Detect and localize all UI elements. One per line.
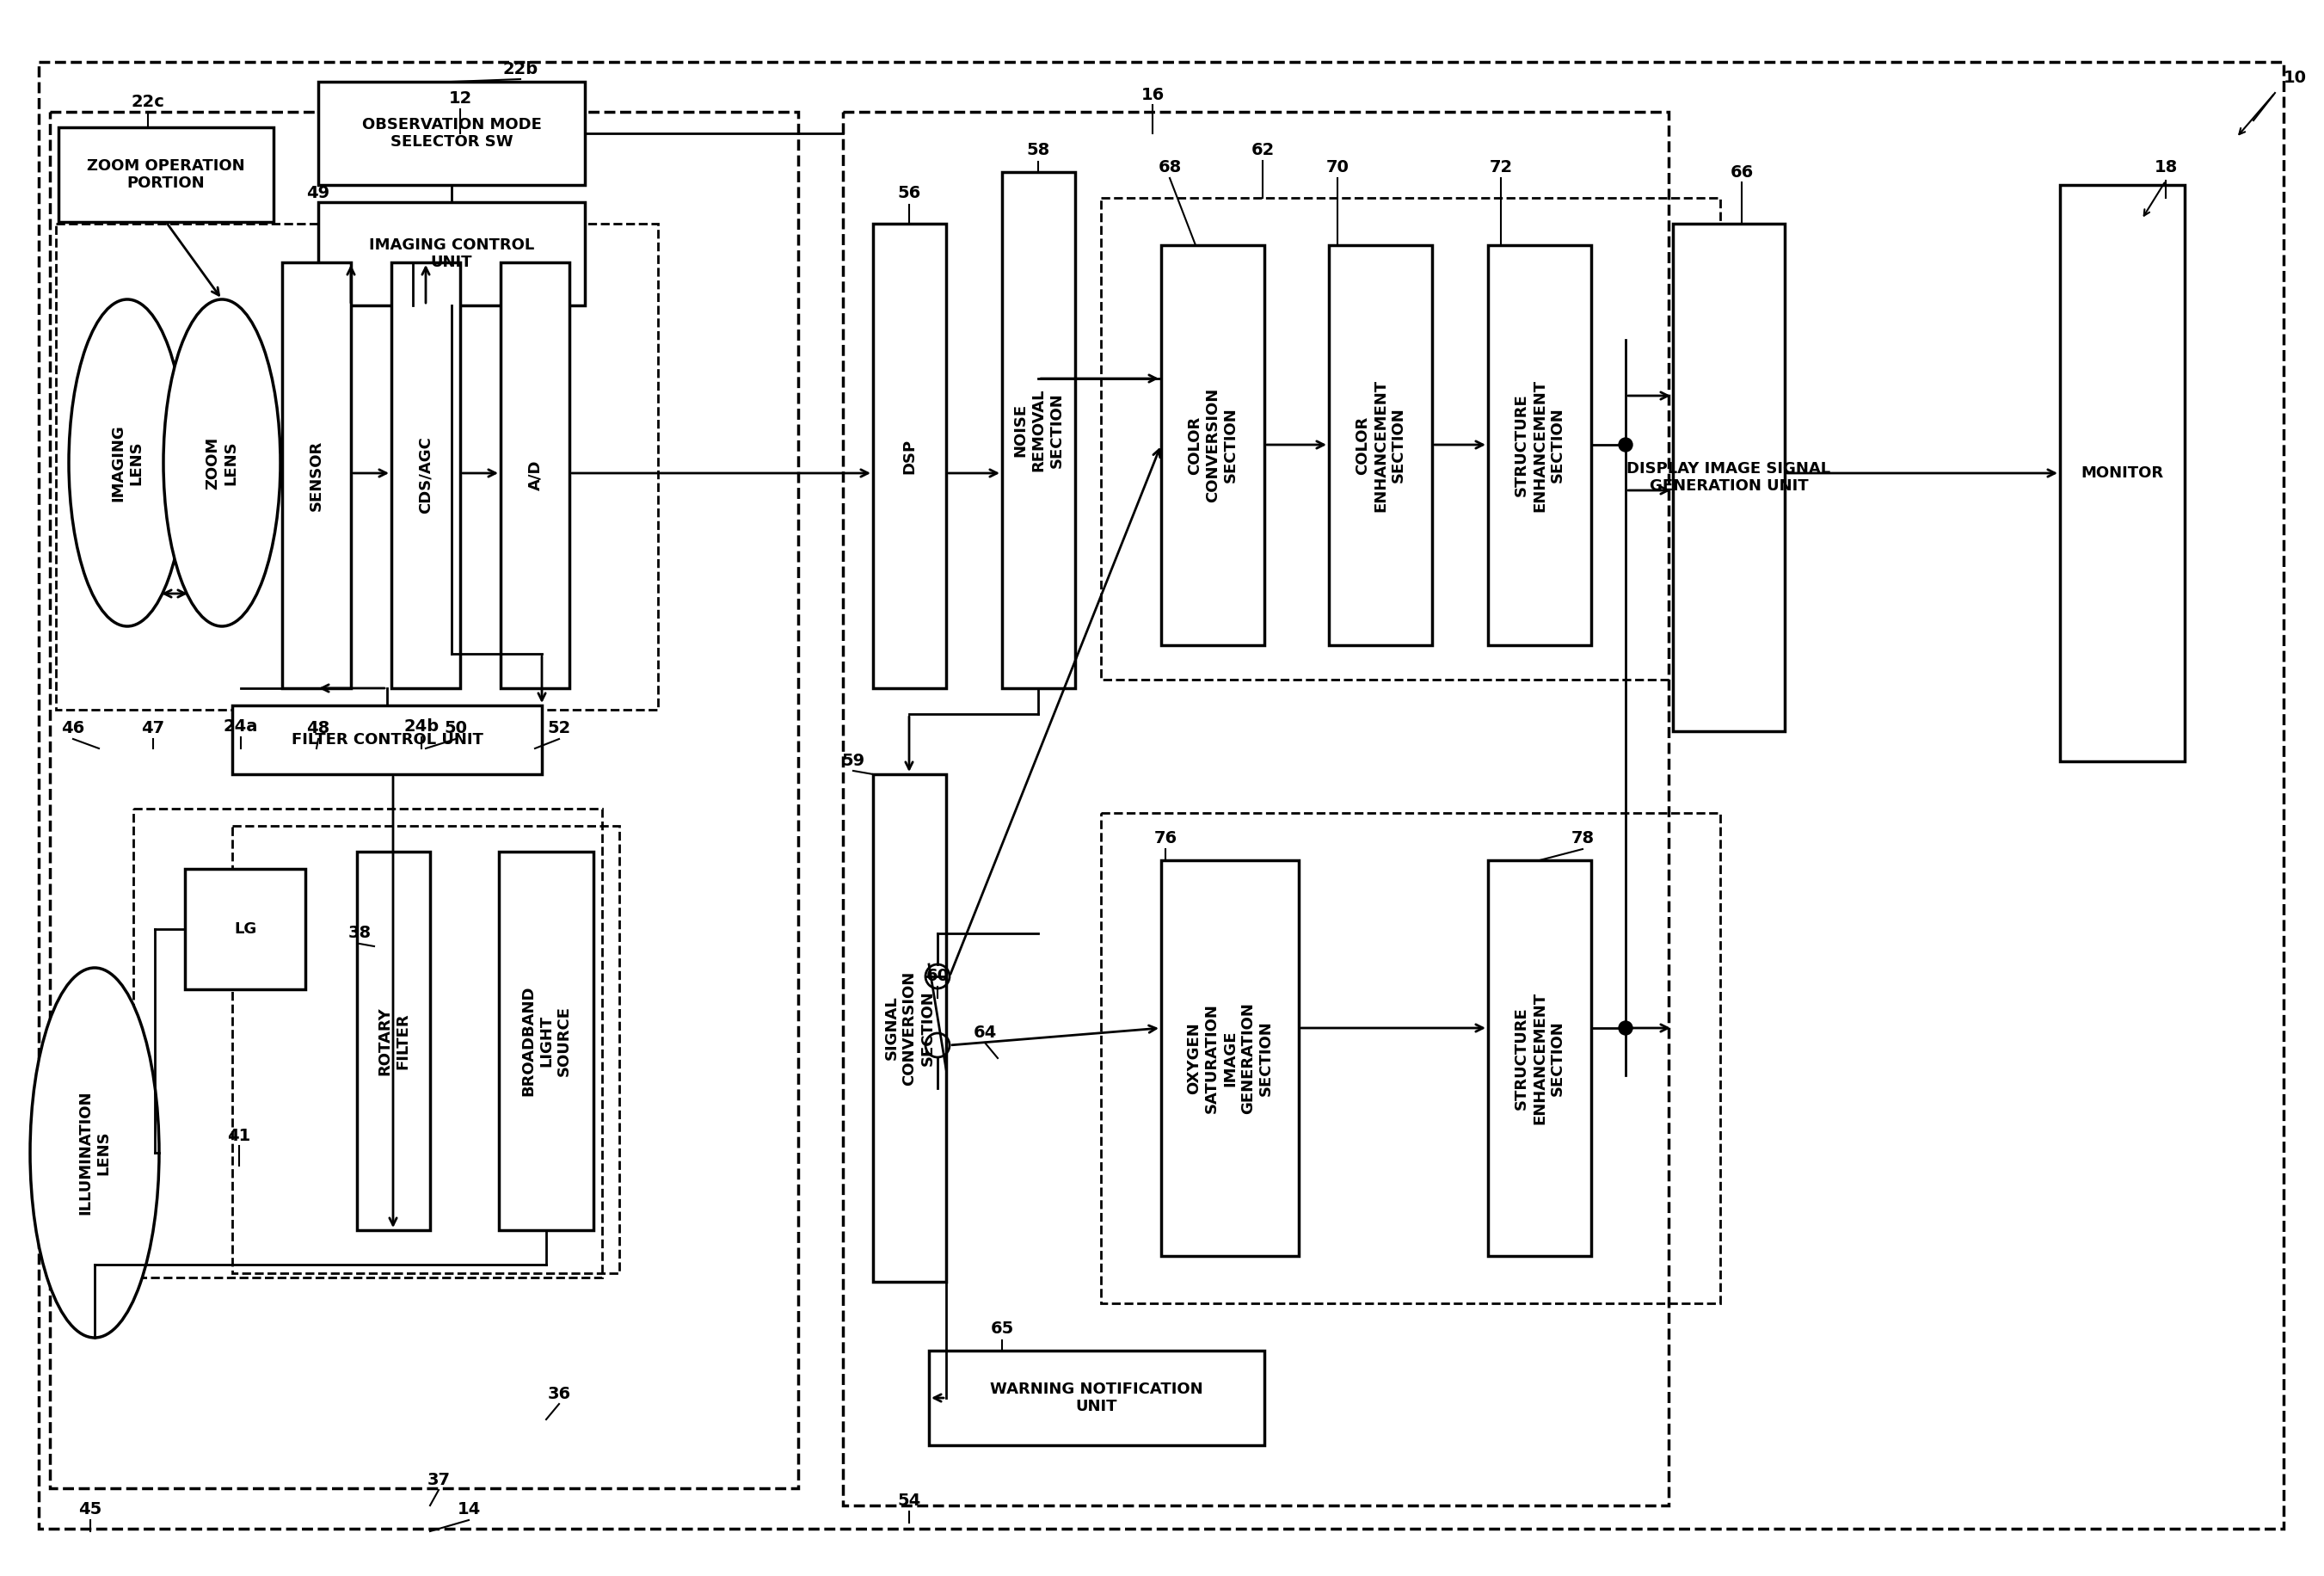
Text: STRUCTURE
ENHANCEMENT
SECTION: STRUCTURE ENHANCEMENT SECTION — [1513, 378, 1566, 512]
Text: COLOR
ENHANCEMENT
SECTION: COLOR ENHANCEMENT SECTION — [1355, 378, 1406, 512]
Bar — [49, 112, 797, 1488]
Bar — [874, 774, 946, 1281]
Bar — [318, 82, 586, 184]
Text: LG: LG — [235, 922, 256, 936]
Text: 60: 60 — [925, 968, 948, 985]
Text: 62: 62 — [1250, 142, 1274, 159]
Bar — [58, 128, 274, 222]
Text: 37: 37 — [428, 1472, 451, 1488]
Text: 12: 12 — [449, 91, 472, 107]
Text: 58: 58 — [1027, 142, 1050, 159]
Text: BROADBAND
LIGHT
SOURCE: BROADBAND LIGHT SOURCE — [521, 985, 572, 1097]
Text: 49: 49 — [307, 186, 330, 202]
Text: 36: 36 — [548, 1385, 572, 1401]
Bar — [390, 262, 460, 689]
Text: 16: 16 — [1141, 87, 1164, 102]
Bar — [1102, 199, 1720, 679]
Text: 50: 50 — [444, 720, 467, 738]
Text: 24b: 24b — [404, 719, 439, 734]
Text: IMAGING CONTROL
UNIT: IMAGING CONTROL UNIT — [370, 236, 535, 271]
Bar — [232, 826, 618, 1273]
Text: MONITOR: MONITOR — [2080, 465, 2164, 481]
Text: 45: 45 — [79, 1502, 102, 1518]
Bar — [1002, 172, 1076, 689]
Text: SENSOR: SENSOR — [309, 440, 325, 511]
Text: OXYGEN
SATURATION
IMAGE
GENERATION
SECTION: OXYGEN SATURATION IMAGE GENERATION SECTI… — [1188, 1002, 1274, 1114]
Text: 22c: 22c — [130, 93, 165, 110]
Ellipse shape — [163, 299, 281, 626]
Bar — [358, 851, 430, 1231]
Text: IMAGING
LENS: IMAGING LENS — [112, 424, 144, 501]
Text: SIGNAL
CONVERSION
SECTION: SIGNAL CONVERSION SECTION — [883, 971, 934, 1086]
Text: 59: 59 — [841, 753, 865, 769]
Text: 56: 56 — [897, 186, 920, 202]
Text: 68: 68 — [1157, 159, 1181, 177]
Ellipse shape — [70, 299, 186, 626]
Text: 65: 65 — [990, 1321, 1013, 1338]
Bar — [132, 808, 602, 1278]
Text: 22b: 22b — [502, 60, 539, 77]
Text: 10: 10 — [2282, 69, 2305, 85]
Bar — [2059, 184, 2185, 761]
Text: OBSERVATION MODE
SELECTOR SW: OBSERVATION MODE SELECTOR SW — [363, 117, 541, 150]
Bar — [186, 868, 304, 990]
Text: 64: 64 — [974, 1024, 997, 1040]
Text: ZOOM OPERATION
PORTION: ZOOM OPERATION PORTION — [86, 158, 244, 191]
Text: 52: 52 — [548, 720, 572, 738]
Text: COLOR
CONVERSION
SECTION: COLOR CONVERSION SECTION — [1188, 388, 1239, 503]
Text: 38: 38 — [349, 925, 372, 941]
Text: 66: 66 — [1729, 164, 1752, 180]
Bar — [844, 112, 1669, 1505]
Bar — [318, 202, 586, 306]
Text: 14: 14 — [458, 1502, 481, 1518]
Text: A/D: A/D — [528, 460, 544, 490]
Bar — [1102, 813, 1720, 1303]
Text: DISPLAY IMAGE SIGNAL
GENERATION UNIT: DISPLAY IMAGE SIGNAL GENERATION UNIT — [1627, 460, 1831, 495]
Text: ROTARY
FILTER: ROTARY FILTER — [376, 1007, 409, 1075]
Text: ILLUMINATION
LENS: ILLUMINATION LENS — [79, 1091, 112, 1215]
Text: 48: 48 — [307, 720, 330, 738]
Bar — [1162, 246, 1264, 645]
Bar — [500, 851, 593, 1231]
Text: 78: 78 — [1571, 831, 1594, 846]
Circle shape — [1620, 438, 1631, 452]
Bar — [1487, 860, 1592, 1256]
Text: 41: 41 — [228, 1127, 251, 1144]
Bar — [56, 224, 658, 709]
Circle shape — [1620, 1021, 1631, 1035]
Bar — [874, 224, 946, 689]
Bar — [1329, 246, 1432, 645]
Ellipse shape — [30, 968, 158, 1338]
Bar — [500, 262, 569, 689]
Text: DSP: DSP — [902, 438, 918, 474]
Bar — [1162, 860, 1299, 1256]
Text: FILTER CONTROL UNIT: FILTER CONTROL UNIT — [290, 733, 483, 747]
Bar — [232, 706, 541, 774]
Text: 72: 72 — [1490, 159, 1513, 177]
Text: 24a: 24a — [223, 719, 258, 734]
Text: CDS/AGC: CDS/AGC — [418, 437, 435, 514]
Bar — [1673, 224, 1785, 731]
Text: ZOOM
LENS: ZOOM LENS — [205, 437, 239, 489]
Text: 47: 47 — [142, 720, 165, 738]
Bar — [1487, 246, 1592, 645]
Bar — [281, 262, 351, 689]
Text: 76: 76 — [1153, 831, 1176, 846]
Text: 18: 18 — [2154, 159, 2178, 177]
Text: 54: 54 — [897, 1492, 920, 1510]
Text: STRUCTURE
ENHANCEMENT
SECTION: STRUCTURE ENHANCEMENT SECTION — [1513, 991, 1566, 1124]
Text: 46: 46 — [60, 720, 86, 738]
Text: WARNING NOTIFICATION
UNIT: WARNING NOTIFICATION UNIT — [990, 1381, 1204, 1415]
Bar — [930, 1351, 1264, 1445]
Text: NOISE
REMOVAL
SECTION: NOISE REMOVAL SECTION — [1013, 389, 1064, 471]
Text: 70: 70 — [1327, 159, 1348, 177]
